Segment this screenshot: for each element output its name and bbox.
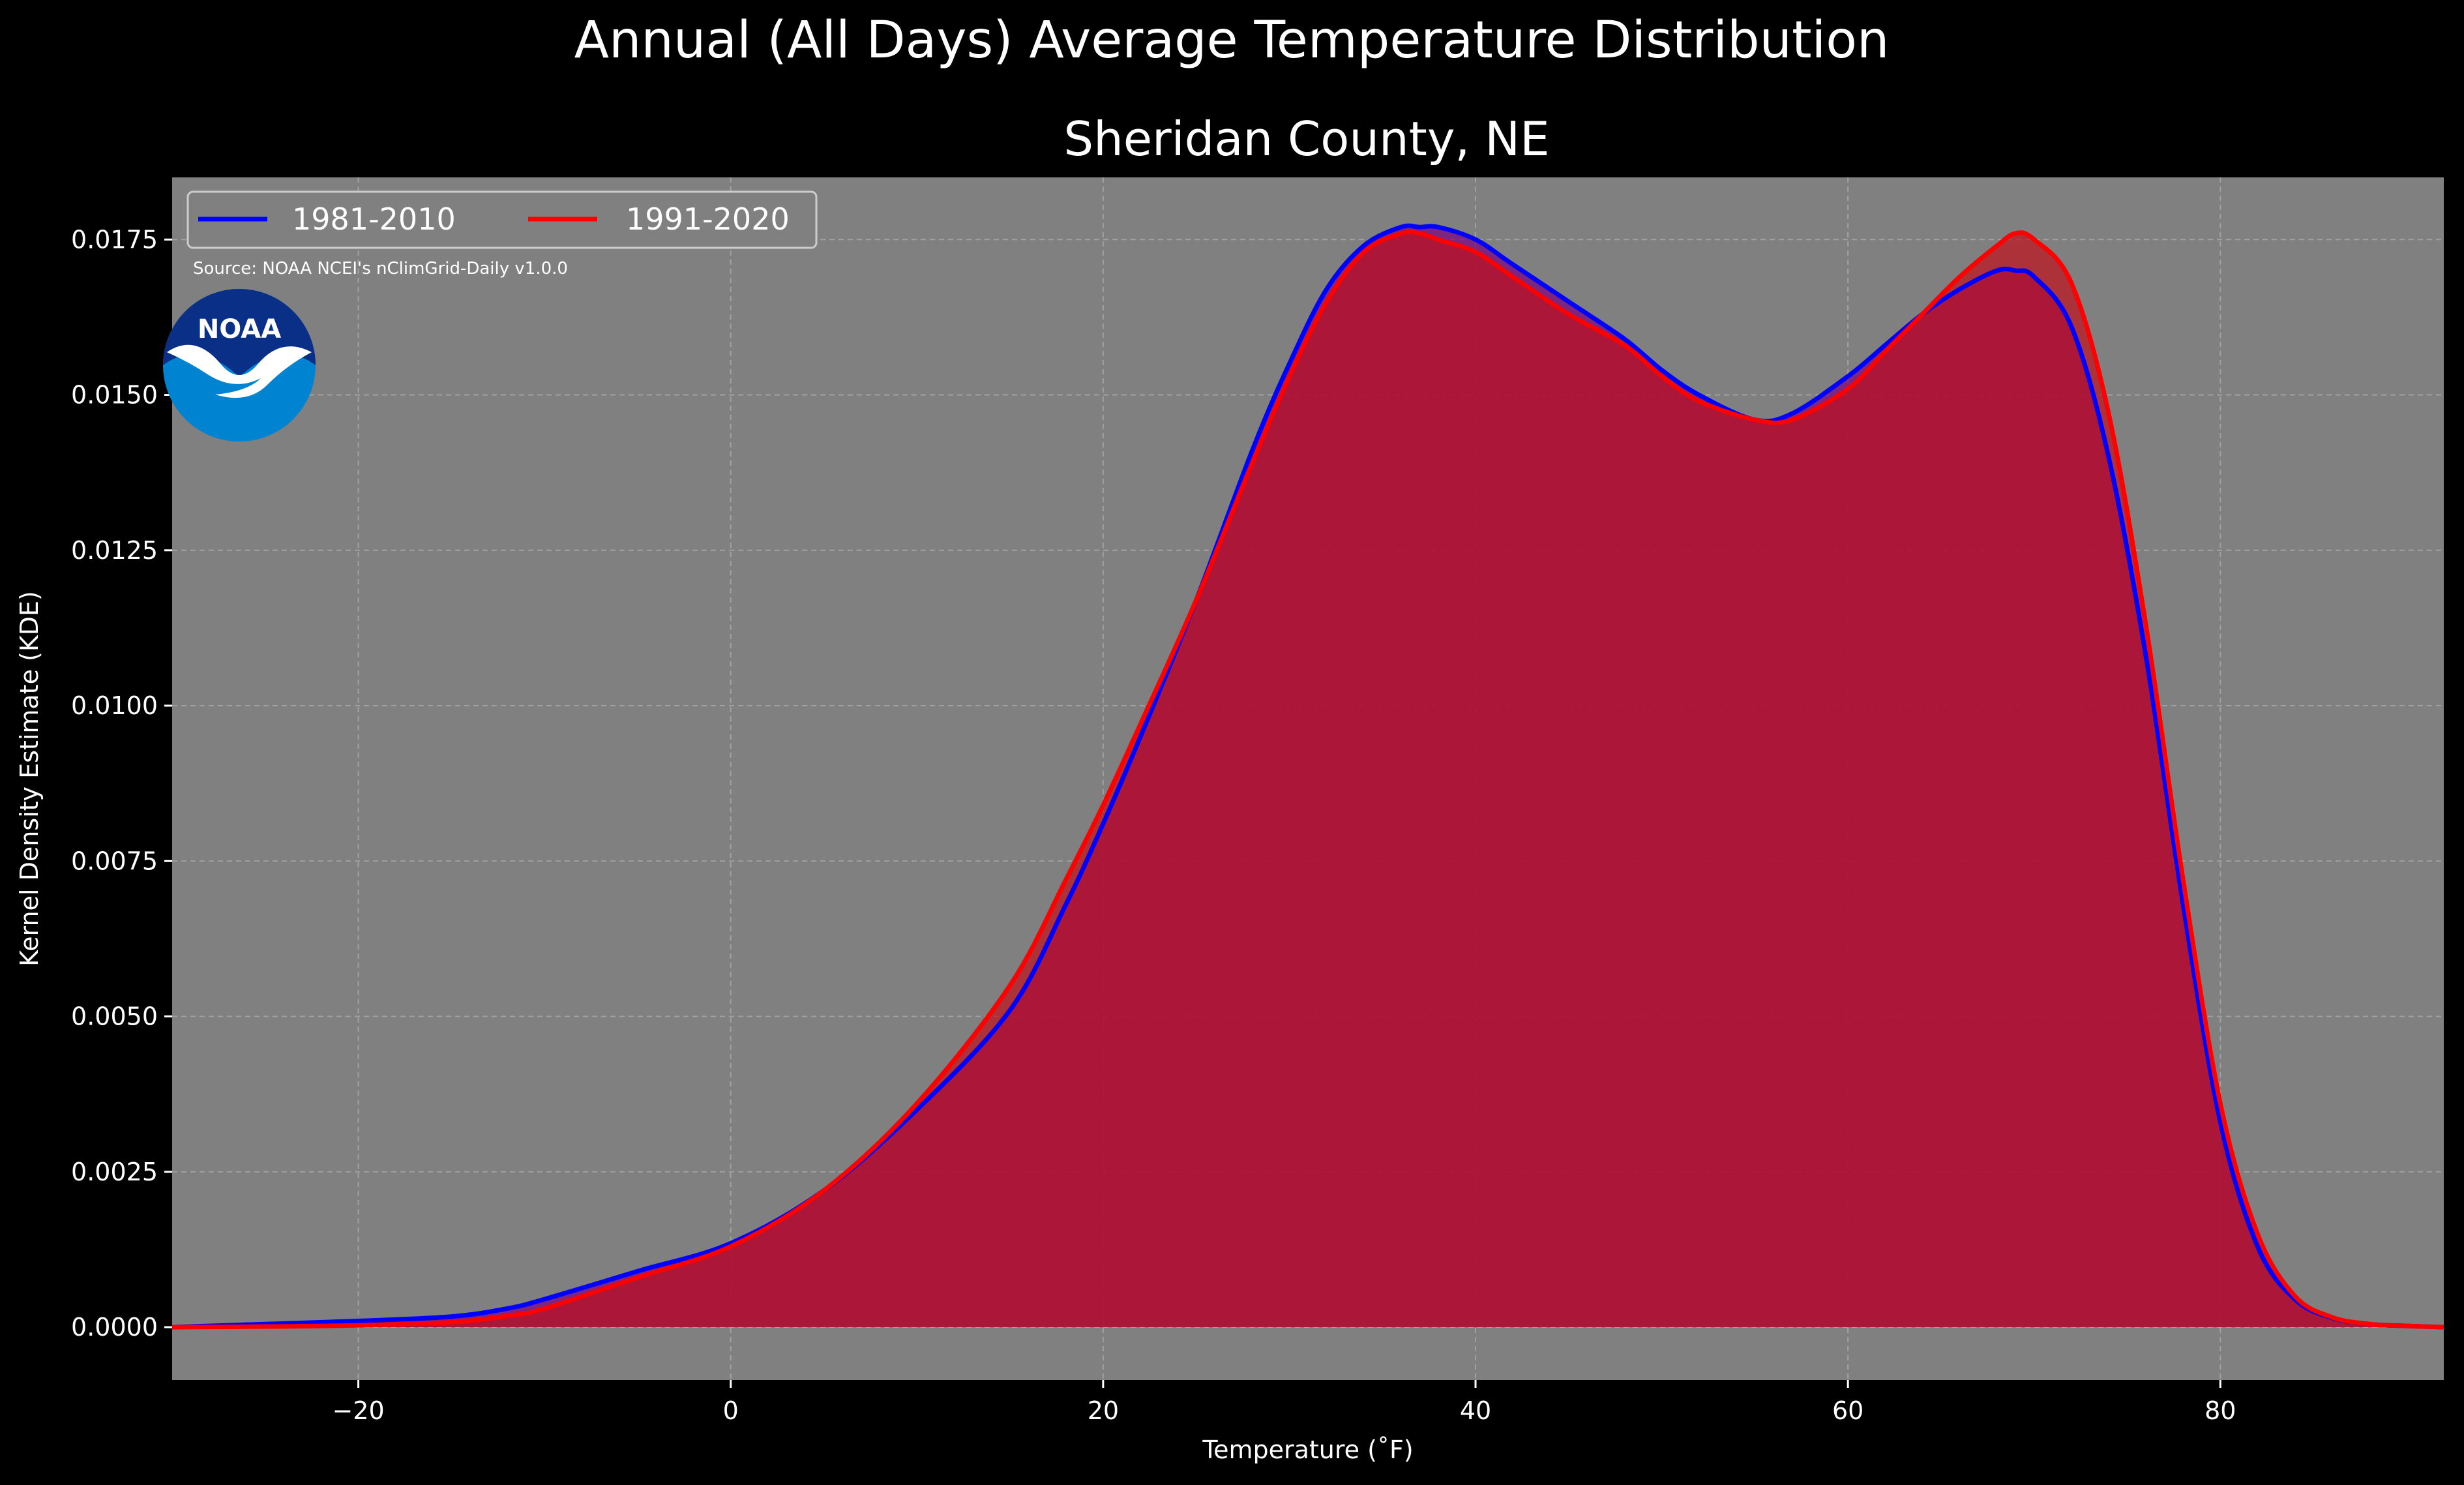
x-axis: −20 0 20 40 60 80 [332,1380,2236,1425]
x-tick-label: 20 [1088,1396,1119,1425]
y-tick-label: 0.0000 [71,1313,158,1342]
x-tick-label: −20 [332,1396,384,1425]
y-axis-label: Kernel Density Estimate (KDE) [15,591,44,967]
legend-label-1991: 1991-2020 [626,202,790,237]
density-lines [171,223,2444,1330]
y-tick-label: 0.0075 [71,847,158,875]
x-tick-label: 60 [1832,1396,1863,1425]
x-axis-label: Temperature (˚F) [1202,1435,1413,1464]
line-1991-2020 [171,229,2444,1330]
y-tick-label: 0.0125 [71,536,158,565]
x-tick-label: 40 [1460,1396,1491,1425]
y-tick-label: 0.0150 [71,381,158,410]
y-tick-label: 0.0100 [71,691,158,720]
legend-box [186,190,818,249]
legend: 1981-2010 1991-2020 [186,190,818,249]
area-1991-2020 [172,232,2444,1327]
density-areas [172,226,2444,1327]
logo-text: NOAA [198,314,281,344]
noaa-logo-icon: NOAA [163,289,316,442]
x-tick-label: 0 [723,1396,739,1425]
chart-title: Sheridan County, NE [1063,112,1549,166]
source-note: Source: NOAA NCEI's nClimGrid-Daily v1.0… [193,259,568,278]
y-axis: 0.0000 0.0025 0.0050 0.0075 0.0100 0.0125 0.01… [71,225,172,1342]
y-tick-label: 0.0175 [71,225,158,254]
legend-label-1981: 1981-2010 [292,202,456,237]
y-tick-label: 0.0050 [71,1002,158,1031]
x-tick-label: 80 [2204,1396,2236,1425]
y-tick-label: 0.0025 [71,1158,158,1186]
suptitle: Annual (All Days) Average Temperature Di… [574,11,1890,70]
